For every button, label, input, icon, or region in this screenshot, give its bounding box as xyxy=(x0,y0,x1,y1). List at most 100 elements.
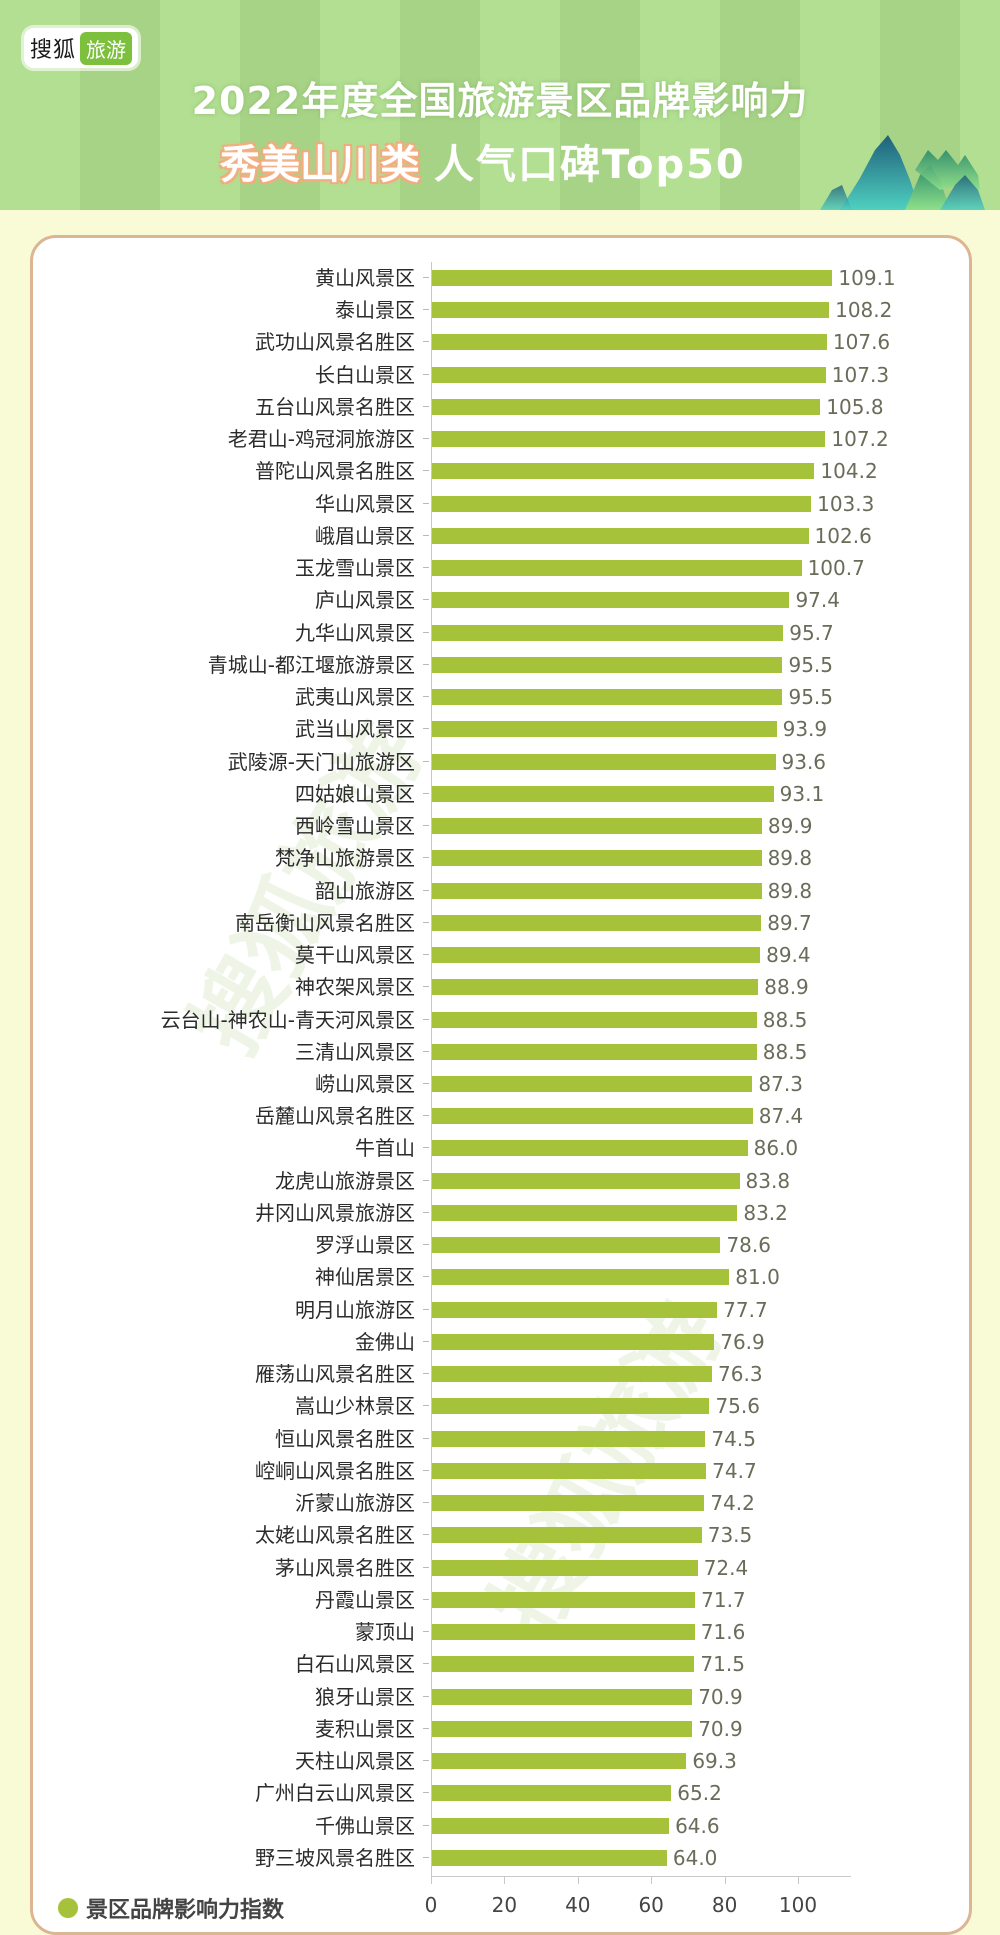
y-tick xyxy=(423,792,429,794)
y-tick xyxy=(423,1308,429,1310)
bar xyxy=(432,850,762,867)
category-label: 梵净山旅游景区 xyxy=(275,846,415,871)
legend-label: 景区品牌影响力指数 xyxy=(86,1898,285,1923)
bar xyxy=(432,527,809,544)
y-tick xyxy=(423,857,429,859)
y-tick xyxy=(423,341,429,343)
category-label: 庐山风景区 xyxy=(315,588,415,613)
category-label: 牛首山 xyxy=(355,1136,415,1161)
bar xyxy=(432,818,762,835)
bar xyxy=(432,1204,738,1221)
value-label: 89.7 xyxy=(767,910,812,935)
value-label: 74.7 xyxy=(712,1458,757,1483)
value-label: 75.6 xyxy=(715,1394,760,1419)
chart-row: 青城山-都江堰旅游景区 95.5 xyxy=(0,649,1000,681)
chart-row: 九华山风景区 95.7 xyxy=(0,617,1000,649)
x-tick xyxy=(798,1876,799,1884)
category-label: 武陵源-天门山旅游区 xyxy=(227,749,415,774)
y-tick xyxy=(423,1018,429,1020)
y-tick xyxy=(423,1083,429,1084)
bar xyxy=(432,1301,718,1318)
category-label: 神仙居景区 xyxy=(315,1265,415,1290)
value-label: 87.4 xyxy=(758,1104,804,1129)
bar xyxy=(432,1430,706,1447)
category-label: 莫干山风景区 xyxy=(295,943,415,968)
chart-row: 峨眉山景区 102.6 xyxy=(0,520,1000,552)
y-tick xyxy=(423,309,429,311)
value-label: 95.5 xyxy=(788,652,834,677)
chart-row: 黄山风景区 109.1 xyxy=(0,262,1000,294)
value-label: 109.1 xyxy=(838,266,896,290)
chart-row: 嵩山少林景区 75.6 xyxy=(0,1390,1000,1422)
value-label: 87.3 xyxy=(758,1072,803,1096)
value-label: 88.9 xyxy=(764,975,809,1000)
chart-row: 恒山风景名胜区 74.5 xyxy=(0,1423,1000,1455)
chart-row: 五台山风景名胜区 105.8 xyxy=(0,391,1000,423)
category-label: 龙虎山旅游景区 xyxy=(275,1168,415,1193)
y-tick xyxy=(423,277,429,278)
y-tick xyxy=(423,1663,429,1665)
value-label: 71.5 xyxy=(700,1652,745,1677)
value-label: 71.7 xyxy=(701,1587,746,1612)
chart-row: 白石山风景区 71.5 xyxy=(0,1648,1000,1680)
value-label: 69.3 xyxy=(692,1749,737,1774)
chart-row: 神仙居景区 81.0 xyxy=(0,1261,1000,1293)
y-tick xyxy=(423,567,429,569)
logo-brand: 搜狐 xyxy=(30,38,77,63)
value-label: 95.5 xyxy=(788,685,834,710)
category-label: 野三坡风景名胜区 xyxy=(255,1845,415,1870)
category-label: 泰山景区 xyxy=(335,298,415,323)
page-subtitle: 秀美山川类 人气口碑Top50 xyxy=(220,132,746,190)
category-label: 南岳衡山风景名胜区 xyxy=(235,910,415,935)
chart-legend: 景区品牌影响力指数 xyxy=(58,1892,284,1924)
x-tick xyxy=(724,1876,726,1884)
bar xyxy=(432,914,762,931)
bar xyxy=(432,1591,696,1608)
category-label: 峨眉山景区 xyxy=(315,523,415,548)
chart-row: 四姑娘山景区 93.1 xyxy=(0,778,1000,810)
category-label: 太姥山风景名胜区 xyxy=(255,1523,415,1548)
chart-row: 武夷山风景区 95.5 xyxy=(0,681,1000,713)
y-axis-line xyxy=(431,262,432,1876)
bar xyxy=(432,1656,695,1673)
chart-row: 沂蒙山旅游区 74.2 xyxy=(0,1487,1000,1519)
category-label: 普陀山风景名胜区 xyxy=(255,459,415,484)
y-tick xyxy=(423,760,429,762)
x-tick-label: 40 xyxy=(565,1893,591,1917)
category-label: 广州白云山风景区 xyxy=(255,1781,415,1806)
value-label: 73.5 xyxy=(707,1523,753,1548)
bar xyxy=(432,1237,721,1254)
chart-row: 丹霞山景区 71.7 xyxy=(0,1584,1000,1616)
category-label: 嵩山少林景区 xyxy=(295,1394,415,1419)
chart-row: 华山风景区 103.3 xyxy=(0,488,1000,520)
y-tick xyxy=(423,1179,429,1181)
bar xyxy=(432,1624,695,1641)
y-tick xyxy=(423,954,429,956)
bar xyxy=(432,1688,693,1705)
value-label: 89.4 xyxy=(766,943,811,968)
bar xyxy=(432,1333,715,1350)
subtitle-highlight: 秀美山川类 xyxy=(220,142,420,188)
category-label: 金佛山 xyxy=(355,1329,415,1354)
bar xyxy=(432,1172,740,1189)
y-tick xyxy=(423,1534,429,1536)
category-label: 沂蒙山旅游区 xyxy=(295,1491,415,1516)
chart-row: 南岳衡山风景名胜区 89.7 xyxy=(0,907,1000,939)
value-label: 105.8 xyxy=(826,394,884,419)
category-label: 井冈山风景旅游区 xyxy=(255,1200,415,1225)
y-tick xyxy=(423,1050,429,1052)
logo-tag: 旅游 xyxy=(80,31,133,65)
value-label: 89.8 xyxy=(767,846,813,871)
chart-row: 武当山风景区 93.9 xyxy=(0,713,1000,745)
category-label: 华山风景区 xyxy=(315,491,415,516)
category-label: 岳麓山风景名胜区 xyxy=(255,1104,415,1129)
mountains-icon xyxy=(820,135,985,210)
page-title: 2022年度全国旅游景区品牌影响力 xyxy=(191,79,809,123)
x-tick-label: 60 xyxy=(638,1893,664,1917)
category-label: 西岭雪山景区 xyxy=(295,814,415,839)
chart-row: 韶山旅游区 89.8 xyxy=(0,875,1000,907)
y-tick xyxy=(423,1727,429,1729)
category-label: 五台山风景名胜区 xyxy=(255,394,415,419)
chart-row: 明月山旅游区 77.7 xyxy=(0,1294,1000,1326)
chart-row: 雁荡山风景名胜区 76.3 xyxy=(0,1358,1000,1390)
